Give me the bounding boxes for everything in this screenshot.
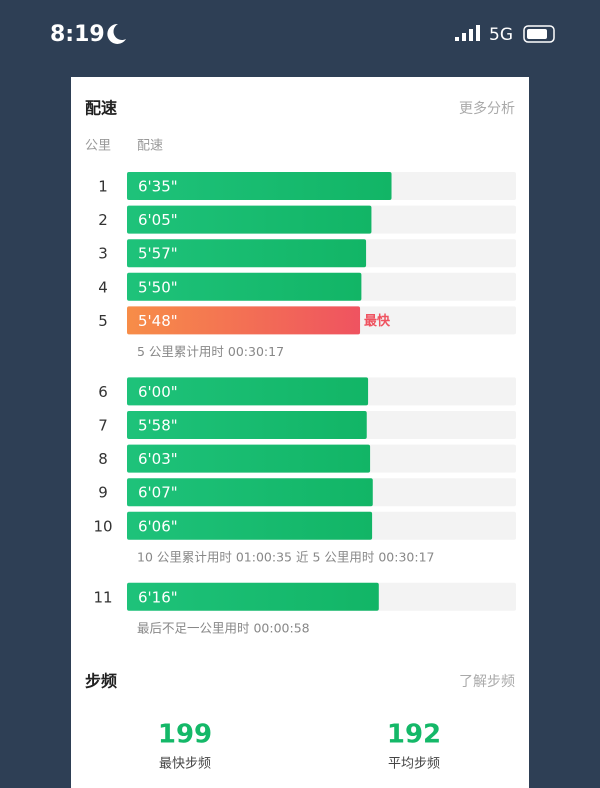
pace-label: 6'35": [138, 178, 178, 196]
pace-bar: [127, 377, 369, 406]
cadence-value: 199: [158, 720, 212, 750]
cadence-label: 最快步频: [159, 757, 211, 772]
km-label: 11: [93, 588, 112, 606]
column-header: 公里: [85, 139, 111, 154]
pace-label: 6'03": [138, 450, 178, 468]
cadence-label: 平均步频: [388, 757, 440, 772]
pace-label: 5'57": [138, 245, 178, 263]
battery-icon: [523, 25, 555, 43]
fastest-tag: 最快: [364, 313, 391, 329]
battery-level: [527, 29, 547, 39]
km-label: 7: [98, 417, 108, 435]
pace-bar: [127, 511, 373, 540]
moon-icon: [107, 23, 126, 44]
pace-bar: [127, 272, 362, 301]
pace-label: 5'58": [138, 417, 178, 435]
km-label: 2: [98, 211, 108, 229]
pace-bar: [127, 411, 367, 439]
pace-bar: [127, 444, 371, 473]
pace-label: 5'48": [138, 312, 178, 330]
pace-bar: [127, 478, 373, 507]
km-label: 9: [98, 484, 108, 502]
split-summary: 5 公里累计用时 00:30:17: [137, 344, 284, 359]
km-label: 3: [98, 245, 108, 263]
pace-label: 6'05": [138, 211, 178, 229]
pace-bar: [127, 582, 379, 611]
pace-label: 6'00": [138, 383, 178, 401]
pace-bar: [127, 205, 372, 234]
more-analysis[interactable]: 更多分析: [459, 100, 515, 117]
pace-bar: [127, 239, 367, 268]
status-time: 8:19: [50, 22, 105, 47]
pace-label: 6'07": [138, 484, 178, 502]
km-label: 4: [98, 278, 108, 296]
km-label: 1: [98, 178, 108, 196]
km-label: 10: [93, 517, 112, 535]
signal-icon: [455, 25, 480, 41]
km-label: 6: [98, 383, 108, 401]
pace-title: 配速: [85, 99, 117, 118]
pace-label: 6'06": [138, 517, 178, 535]
network-label: 5G: [489, 25, 513, 45]
km-label: 5: [98, 312, 108, 330]
pace-label: 5'50": [138, 278, 178, 296]
split-summary: 最后不足一公里用时 00:00:58: [137, 620, 310, 635]
km-label: 8: [98, 450, 108, 468]
cadence-value: 192: [387, 720, 441, 750]
split-summary: 10 公里累计用时 01:00:35 近 5 公里用时 00:30:17: [137, 549, 434, 564]
pace-bar: [127, 306, 361, 335]
column-header: 配速: [137, 139, 163, 154]
pace-bar: [127, 172, 392, 200]
learn-cadence[interactable]: 了解步频: [459, 674, 515, 690]
pace-label: 6'16": [138, 588, 178, 606]
cadence-title: 步频: [85, 672, 117, 691]
